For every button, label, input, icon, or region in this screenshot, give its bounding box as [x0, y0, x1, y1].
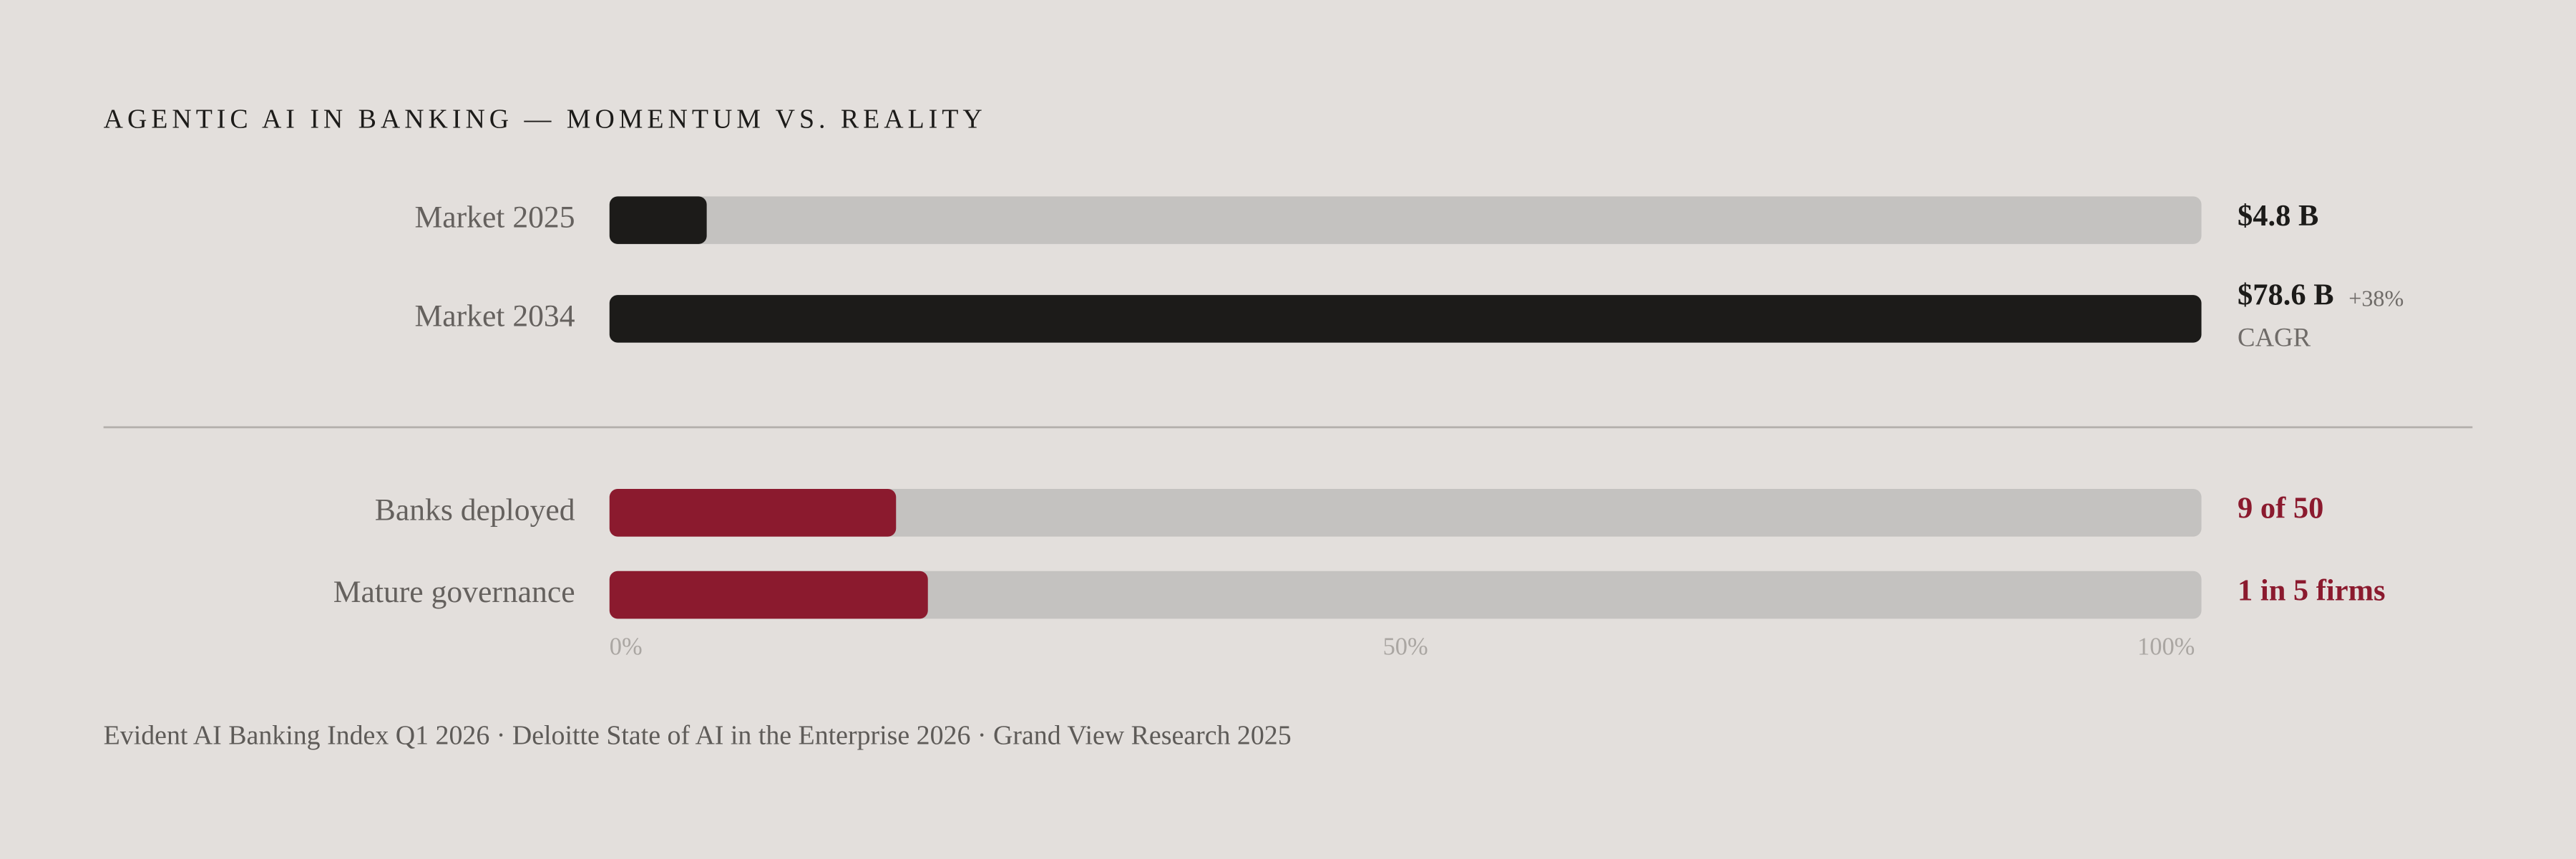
growth-label: CAGR [2238, 323, 2311, 352]
title: AGENTIC AI IN BANKING — MOMENTUM VS. REA… [104, 105, 987, 135]
x-tick-label: 0% [610, 634, 643, 661]
bar [609, 488, 897, 537]
bar-track [609, 196, 2202, 244]
category-label: Market 2034 [415, 299, 575, 333]
bar [609, 196, 707, 244]
source: Evident AI Banking Index Q1 2026 · Deloi… [104, 720, 1292, 750]
bar-track [609, 488, 2202, 537]
category-label: Mature governance [333, 575, 575, 609]
value-label: 9 of 50 [2238, 492, 2323, 525]
category-label: Banks deployed [375, 492, 575, 527]
x-tick-label: 50% [1383, 634, 1428, 661]
category-label: Market 2025 [415, 200, 575, 235]
value-label: 1 in 5 firms [2238, 574, 2385, 608]
bar [609, 571, 928, 619]
growth-annotation: +38% [2348, 286, 2404, 311]
value-label: $4.8 B [2238, 199, 2318, 233]
value-label: $78.6 B [2238, 278, 2334, 311]
bar-track [609, 571, 2202, 619]
x-tick-label: 100% [2137, 634, 2195, 661]
bar [609, 295, 2202, 343]
